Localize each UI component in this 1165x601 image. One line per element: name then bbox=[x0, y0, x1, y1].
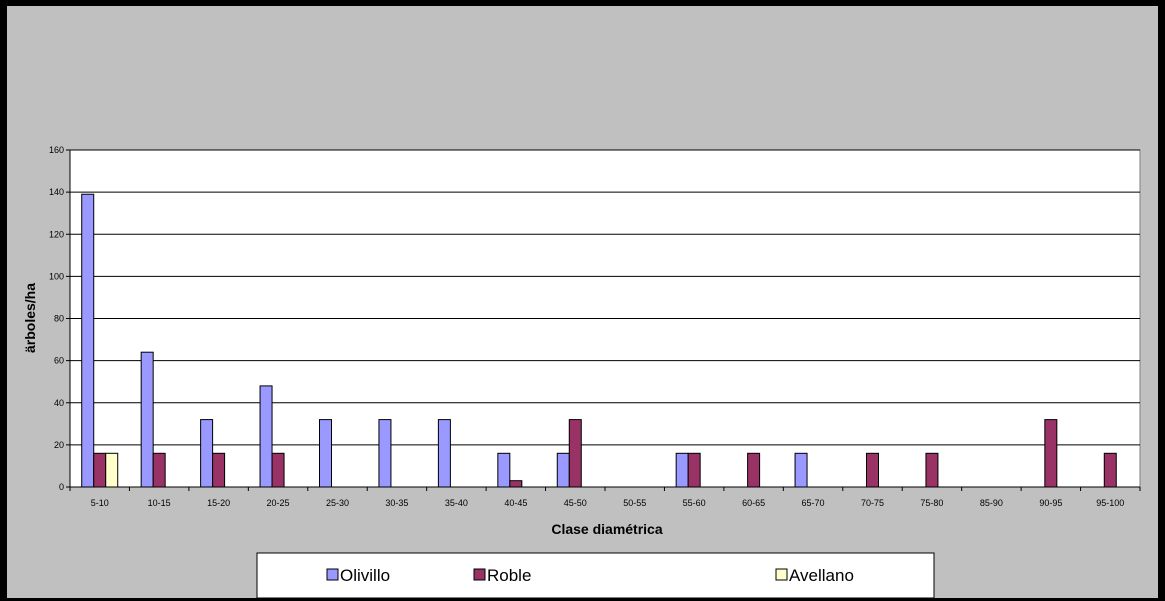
y-axis-title: ärboles/ha bbox=[22, 283, 38, 353]
x-tick-label: 20-25 bbox=[267, 498, 290, 508]
gridlines bbox=[70, 149, 1140, 446]
bar-olivillo-40-45 bbox=[497, 452, 511, 488]
x-tick-label: 30-35 bbox=[385, 498, 408, 508]
x-tick-label: 90-95 bbox=[1039, 498, 1062, 508]
legend-label-avellano: Avellano bbox=[789, 566, 854, 585]
bar-roble-75-80 bbox=[925, 452, 939, 488]
x-tick-label: 50-55 bbox=[623, 498, 646, 508]
x-tick-label: 55-60 bbox=[683, 498, 706, 508]
bar-olivillo-65-70 bbox=[794, 452, 808, 488]
bar-olivillo-55-60 bbox=[675, 452, 689, 488]
legend-box bbox=[256, 552, 935, 599]
x-tick-label: 70-75 bbox=[861, 498, 884, 508]
bar-roble-5-10 bbox=[93, 452, 107, 488]
x-tick-label: 65-70 bbox=[802, 498, 825, 508]
x-tick-label: 25-30 bbox=[326, 498, 349, 508]
x-tick-label: 95-100 bbox=[1096, 498, 1124, 508]
bar-roble-45-50 bbox=[568, 419, 582, 488]
y-tick-label: 100 bbox=[49, 271, 64, 281]
bar-olivillo-15-20 bbox=[200, 419, 214, 488]
y-tick-label: 140 bbox=[49, 187, 64, 197]
y-tick-label: 80 bbox=[54, 314, 64, 324]
bar-olivillo-5-10 bbox=[81, 193, 95, 488]
legend-label-roble: Roble bbox=[487, 566, 531, 585]
x-axis: 5-10 10-15 15-20 20-25 25-30 30-35 35-40 40-45 4… bbox=[69, 486, 1141, 508]
x-tick-label: 35-40 bbox=[445, 498, 468, 508]
bar-roble-90-95 bbox=[1044, 419, 1058, 488]
bar-roble-40-45 bbox=[509, 480, 523, 488]
bar-roble-10-15 bbox=[152, 452, 166, 488]
bar-roble-70-75 bbox=[866, 452, 879, 488]
legend-swatch-avellano bbox=[775, 568, 788, 581]
x-tick-label: 85-90 bbox=[980, 498, 1003, 508]
legend-label-olivillo: Olivillo bbox=[340, 566, 390, 585]
bar-roble-60-65 bbox=[747, 452, 761, 488]
x-tick-label: 45-50 bbox=[564, 498, 587, 508]
bar-olivillo-25-30 bbox=[319, 419, 332, 488]
y-axis: 0 20 40 60 80 100 120 140 160 bbox=[49, 145, 71, 492]
x-tick-label: 5-10 bbox=[91, 498, 109, 508]
bar-roble-15-20 bbox=[212, 452, 226, 488]
y-tick-label: 120 bbox=[49, 229, 64, 239]
y-tick-label: 20 bbox=[54, 440, 64, 450]
bar-avellano-5-10 bbox=[105, 452, 119, 488]
x-tick-label: 10-15 bbox=[148, 498, 171, 508]
legend-swatch-olivillo bbox=[326, 568, 339, 581]
y-tick-label: 40 bbox=[54, 398, 64, 408]
bar-olivillo-45-50 bbox=[556, 452, 570, 488]
bar-olivillo-20-25 bbox=[259, 385, 273, 488]
bars bbox=[81, 193, 1117, 488]
x-tick-label: 75-80 bbox=[920, 498, 943, 508]
x-tick-label: 60-65 bbox=[742, 498, 765, 508]
bar-olivillo-30-35 bbox=[378, 419, 392, 488]
legend-swatch-roble bbox=[473, 568, 486, 581]
y-tick-label: 0 bbox=[59, 482, 64, 492]
legend: Olivillo Roble Avellano bbox=[326, 566, 854, 585]
bar-roble-20-25 bbox=[271, 452, 285, 488]
x-tick-label: 40-45 bbox=[504, 498, 527, 508]
y-tick-label: 160 bbox=[49, 145, 64, 155]
bar-roble-55-60 bbox=[687, 452, 701, 488]
y-tick-label: 60 bbox=[54, 356, 64, 366]
x-tick-label: 15-20 bbox=[207, 498, 230, 508]
x-axis-title: Clase diamétrica bbox=[551, 521, 662, 537]
bar-roble-95-100 bbox=[1103, 452, 1117, 488]
bar-olivillo-35-40 bbox=[437, 419, 451, 488]
bar-olivillo-10-15 bbox=[140, 351, 154, 488]
